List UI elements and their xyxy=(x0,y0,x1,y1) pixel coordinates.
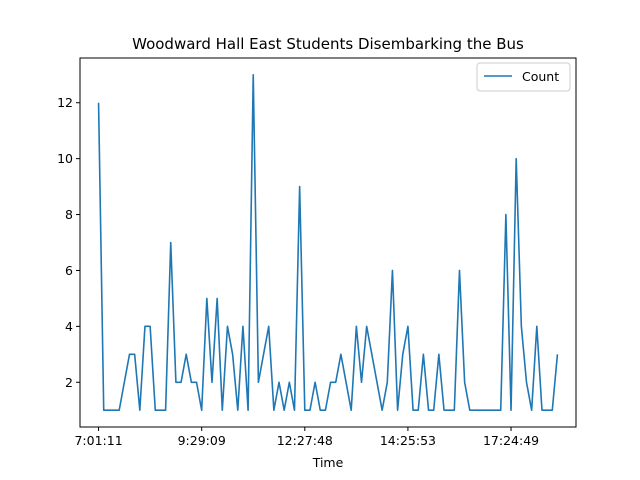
x-axis-label: Time xyxy=(312,455,344,470)
series-line-count xyxy=(97,73,559,412)
y-tick-label: 8 xyxy=(65,207,73,222)
y-tick-label: 4 xyxy=(65,319,73,334)
plot-area xyxy=(79,57,577,428)
y-tick-label: 10 xyxy=(57,151,73,166)
x-tick-label: 14:25:53 xyxy=(380,433,436,448)
y-axis-ticks: 2 4 6 8 10 12 xyxy=(57,95,80,390)
chart-title: Woodward Hall East Students Disembarking… xyxy=(132,35,524,53)
y-tick-label: 6 xyxy=(65,263,73,278)
axes-frame xyxy=(79,57,577,428)
x-tick-label: 17:24:49 xyxy=(483,433,539,448)
x-tick-label: 7:01:11 xyxy=(74,433,122,448)
y-tick-label: 2 xyxy=(65,375,73,390)
y-tick-label: 12 xyxy=(57,95,73,110)
x-axis-ticks: 7:01:11 9:29:09 12:27:48 14:25:53 17:24:49 xyxy=(74,427,539,448)
x-tick-label: 9:29:09 xyxy=(178,433,226,448)
x-tick-label: 12:27:48 xyxy=(277,433,333,448)
legend: Count xyxy=(476,62,571,92)
legend-box xyxy=(476,62,571,92)
legend-label-count: Count xyxy=(522,69,559,84)
